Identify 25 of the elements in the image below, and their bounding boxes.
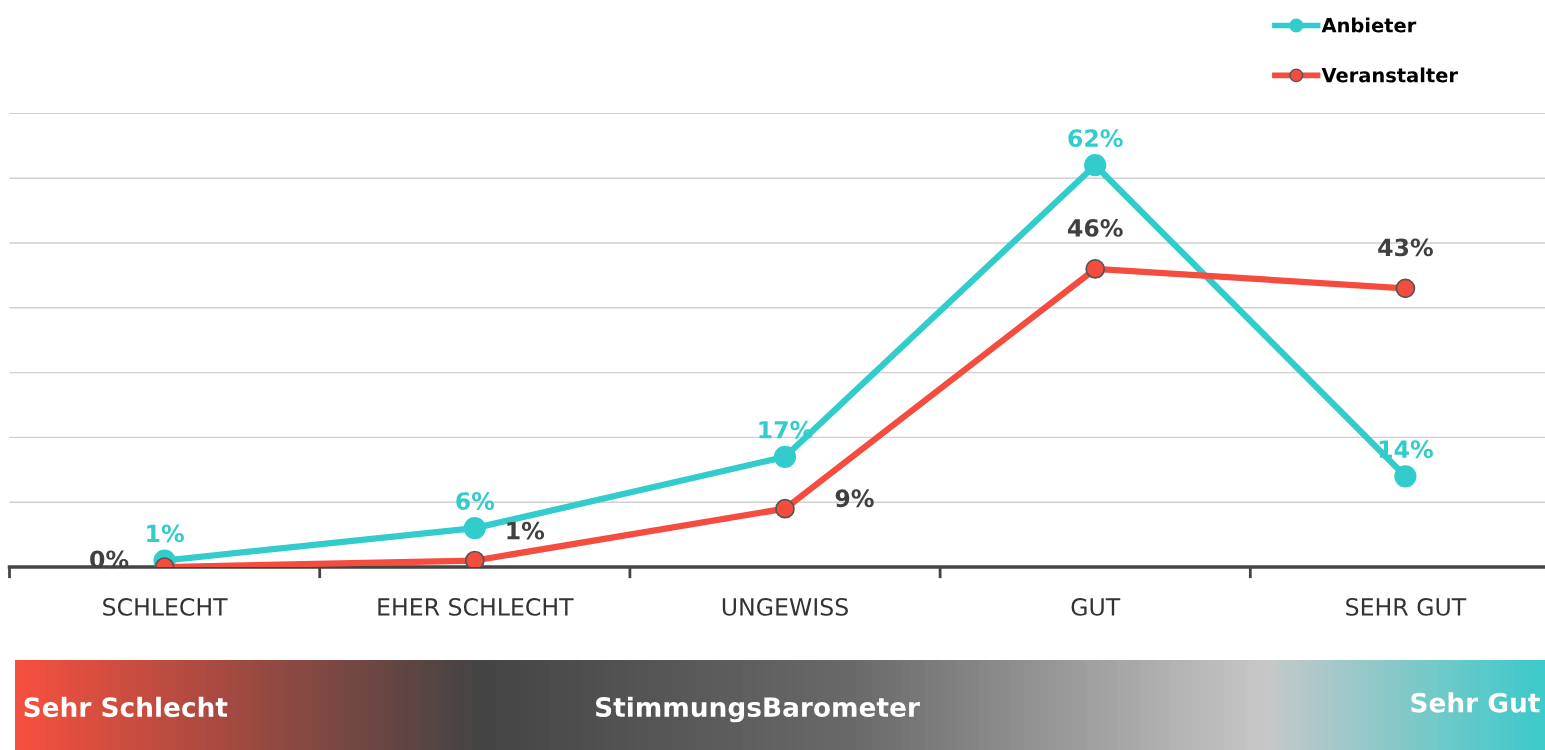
x-tick-label: GUT: [1071, 597, 1121, 616]
point: [1085, 259, 1106, 279]
legend-label: Veranstalter: [1321, 67, 1458, 83]
data-label: 9%: [835, 489, 874, 508]
x-tick-label: SCHLECHT: [103, 597, 228, 616]
point: [1395, 278, 1416, 299]
point: [1084, 154, 1107, 177]
data-label: 1%: [147, 524, 184, 543]
text: Sehr Gut: [1411, 692, 1540, 713]
data-label: 43%: [1378, 238, 1433, 257]
data-label: 1%: [507, 521, 545, 540]
data-label: 62%: [1068, 129, 1123, 148]
point: [463, 517, 486, 540]
text: Sehr Schlecht: [24, 696, 228, 718]
point: [1394, 465, 1417, 488]
text: StimmungsBarometer: [596, 696, 920, 723]
point: [775, 498, 795, 519]
point: [464, 550, 485, 567]
point: [773, 445, 797, 468]
x-tick-label: EHER SCHLECHT: [378, 597, 574, 616]
legend-label: Anbieter: [1321, 17, 1417, 33]
x-tick-label: UNGEWISS: [722, 597, 848, 616]
data-label: 6%: [456, 492, 495, 510]
x-tick-label: SEHR GUT: [1346, 597, 1467, 616]
data-label: 46%: [1068, 219, 1123, 237]
